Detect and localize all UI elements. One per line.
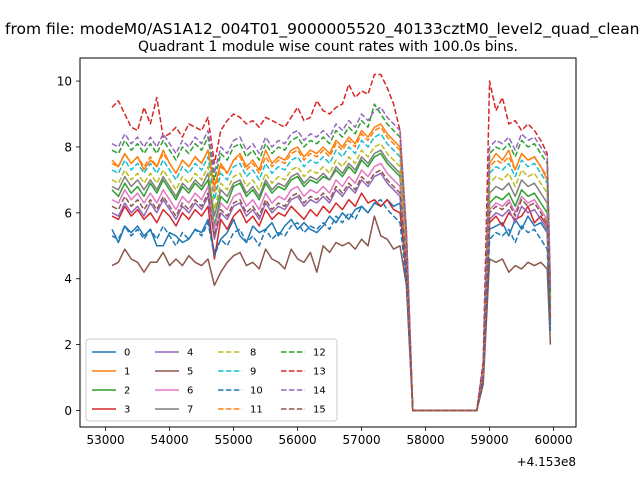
series-line-15 (111, 169, 552, 412)
y-axis: 0 2 4 6 8 10 (57, 75, 80, 418)
legend-label-4: 4 (187, 348, 193, 359)
legend-label-2: 2 (124, 386, 130, 397)
axes-frame (79, 57, 577, 428)
legend-label-7: 7 (187, 405, 193, 416)
chart-title: Quadrant 1 module wise count rates with … (138, 39, 518, 55)
y-tick-label: 2 (64, 338, 72, 352)
x-axis: 53000 54000 55000 56000 57000 58000 59000 60000 (87, 427, 573, 447)
legend-label-10: 10 (250, 386, 263, 397)
legend-label-15: 15 (313, 405, 326, 416)
y-tick-label: 8 (64, 140, 72, 154)
legend-label-12: 12 (313, 348, 326, 359)
x-tick-label: 60000 (535, 433, 573, 447)
legend-label-5: 5 (187, 367, 193, 378)
legend-label-0: 0 (124, 348, 130, 359)
x-axis-offset-label: +4.153e8 (517, 455, 576, 469)
series-line-14 (111, 106, 552, 412)
plot-series-group (111, 73, 552, 412)
x-tick-label: 58000 (407, 433, 445, 447)
x-tick-label: 56000 (279, 433, 317, 447)
legend-label-9: 9 (250, 367, 256, 378)
series-line-5 (111, 215, 552, 412)
x-tick-label: 53000 (87, 433, 125, 447)
legend-label-11: 11 (250, 405, 263, 416)
y-tick-label: 6 (64, 206, 72, 220)
legend-box (85, 338, 338, 422)
y-tick-label: 0 (64, 404, 72, 418)
y-tick-label: 4 (64, 272, 72, 286)
legend-label-6: 6 (187, 386, 193, 397)
legend-label-1: 1 (124, 367, 130, 378)
legend-label-14: 14 (313, 386, 326, 397)
x-tick-label: 55000 (215, 433, 253, 447)
legend-label-8: 8 (250, 348, 256, 359)
x-tick-label: 54000 (151, 433, 189, 447)
legend-label-3: 3 (124, 405, 130, 416)
figure-suptitle: Plot from file: modeM0/AS1A12_004T01_900… (0, 20, 640, 39)
legend-label-13: 13 (313, 367, 326, 378)
y-tick-label: 10 (57, 75, 72, 89)
x-tick-label: 59000 (471, 433, 509, 447)
x-tick-label: 57000 (343, 433, 381, 447)
